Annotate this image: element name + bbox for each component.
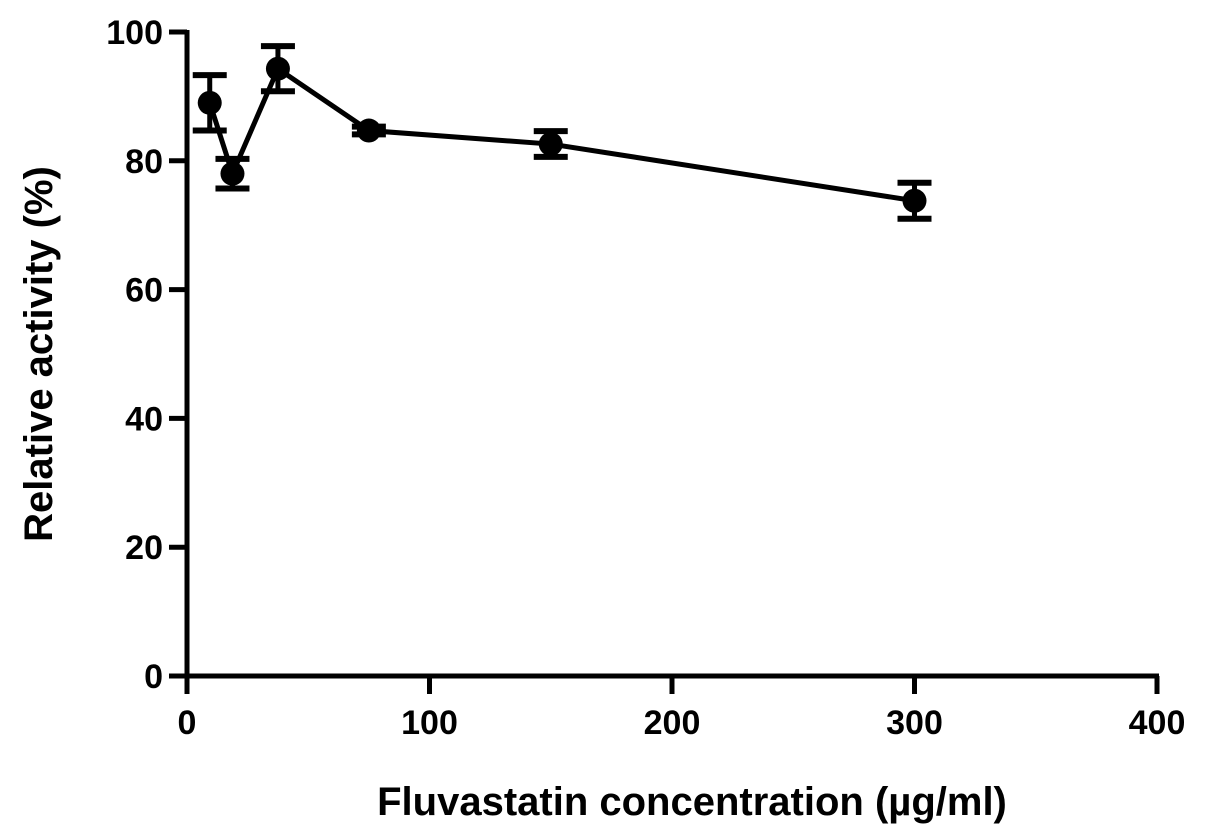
data-point xyxy=(265,56,290,81)
data-point xyxy=(197,90,222,115)
y-tick-label: 20 xyxy=(125,529,163,567)
plot-area: 0 20 40 60 80 100 0 100 200 300 400 xyxy=(106,14,1185,742)
data-point xyxy=(538,132,563,157)
x-axis-title: Fluvastatin concentration (µg/ml) xyxy=(377,780,1007,824)
y-tick-label: 0 xyxy=(144,658,163,696)
x-tick-label: 200 xyxy=(644,704,701,742)
y-tick-label: 40 xyxy=(125,400,163,438)
x-tick-label: 100 xyxy=(401,704,458,742)
y-tick-label: 60 xyxy=(125,272,163,310)
y-axis-title: Relative activity (%) xyxy=(17,166,61,542)
y-axis-ticks: 0 20 40 60 80 100 xyxy=(106,14,187,696)
data-point xyxy=(220,161,245,186)
data-point xyxy=(356,118,381,143)
x-tick-label: 400 xyxy=(1129,704,1186,742)
series-line xyxy=(207,66,915,204)
y-tick-label: 100 xyxy=(106,14,163,52)
y-tick-label: 80 xyxy=(125,143,163,181)
x-tick-label: 0 xyxy=(178,704,197,742)
data-series xyxy=(192,43,932,222)
x-tick-label: 300 xyxy=(886,704,943,742)
x-axis-ticks: 0 100 200 300 400 xyxy=(178,676,1186,742)
data-point xyxy=(902,188,927,213)
